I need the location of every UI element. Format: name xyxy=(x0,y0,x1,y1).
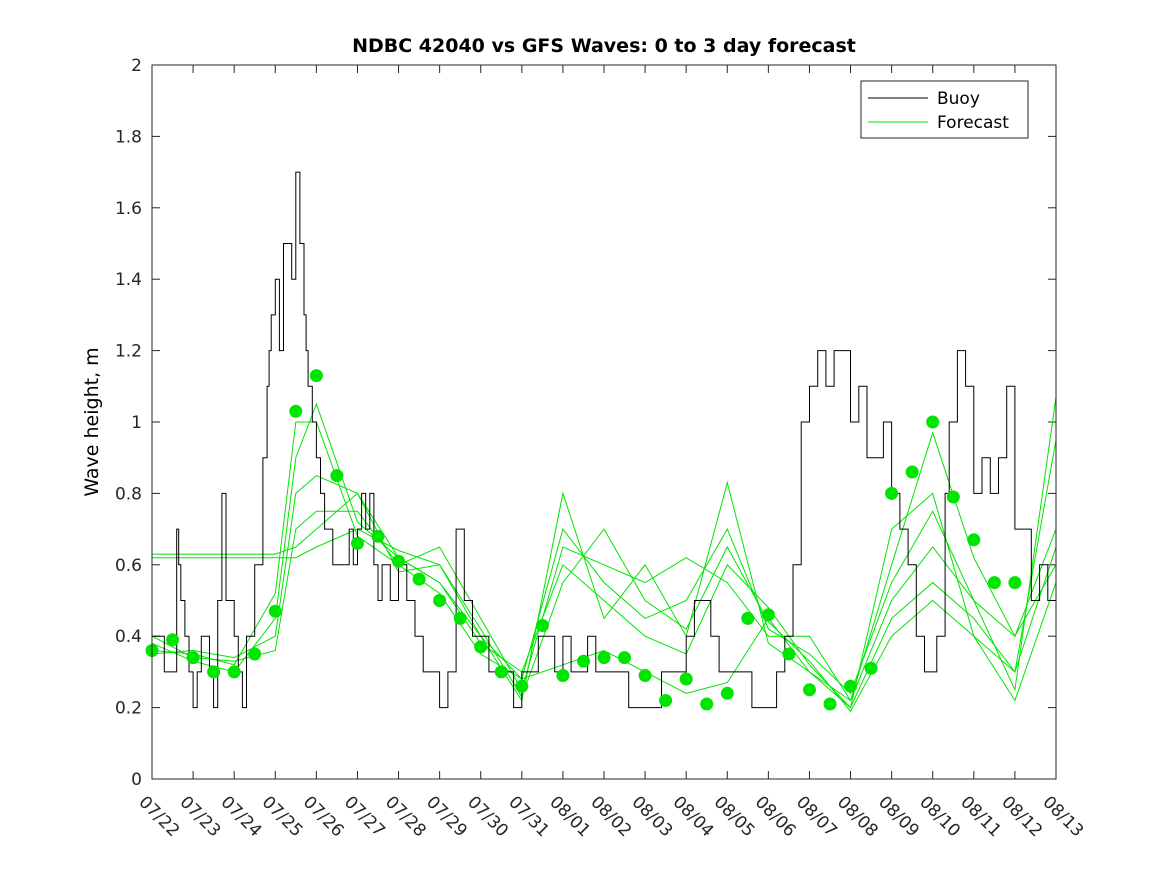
forecast-marker xyxy=(186,651,200,665)
y-tick-label: 1.6 xyxy=(115,199,142,219)
forecast-markers xyxy=(145,369,1022,711)
forecast-marker xyxy=(761,608,775,622)
x-tick-label: 08/01 xyxy=(545,792,594,841)
forecast-marker xyxy=(309,369,323,383)
forecast-marker xyxy=(351,536,364,550)
forecast-marker xyxy=(227,665,241,679)
x-tick-labels: 07/2207/2307/2407/2507/2607/2707/2807/29… xyxy=(134,792,1087,841)
legend-forecast-label: Forecast xyxy=(937,113,1009,133)
axis-ticks xyxy=(151,64,1057,780)
x-tick-label: 07/25 xyxy=(258,792,307,841)
legend: Buoy Forecast xyxy=(860,80,1029,139)
legend-box xyxy=(860,80,1029,139)
forecast-marker xyxy=(659,694,673,707)
forecast-marker xyxy=(577,654,590,668)
forecast-marker xyxy=(597,651,611,665)
forecast-marker xyxy=(535,619,549,632)
x-tick-label: 07/22 xyxy=(134,792,183,841)
buoy-line xyxy=(152,171,1057,709)
forecast-marker xyxy=(967,533,981,547)
y-axis-label: Wave height, m xyxy=(81,347,103,496)
y-tick-label: 1.4 xyxy=(115,270,142,290)
forecast-marker xyxy=(433,594,447,607)
forecast-marker xyxy=(330,469,344,483)
forecast-marker xyxy=(782,647,796,661)
x-tick-label: 08/09 xyxy=(874,792,923,841)
forecast-line-2 xyxy=(151,402,1057,709)
forecast-marker xyxy=(864,661,878,675)
y-tick-label: 1 xyxy=(131,413,142,433)
y-tick-label: 0.2 xyxy=(115,699,142,719)
x-tick-label: 07/26 xyxy=(299,792,348,841)
forecast-marker xyxy=(412,572,426,586)
x-tick-label: 07/23 xyxy=(176,792,225,841)
forecast-marker xyxy=(268,604,282,618)
forecast-marker xyxy=(700,697,714,711)
forecast-marker xyxy=(453,611,467,625)
forecast-marker xyxy=(371,529,385,543)
forecast-marker xyxy=(844,679,857,693)
forecast-marker xyxy=(720,686,734,700)
forecast-marker xyxy=(618,651,631,665)
x-tick-label: 08/11 xyxy=(956,792,1005,841)
x-tick-label: 08/10 xyxy=(915,792,964,841)
x-tick-label: 07/31 xyxy=(504,792,553,841)
x-tick-label: 07/30 xyxy=(463,792,512,841)
x-tick-label: 08/03 xyxy=(628,792,677,841)
forecast-marker xyxy=(207,665,221,679)
forecast-marker xyxy=(905,465,919,479)
y-tick-label: 1.2 xyxy=(115,342,142,362)
forecast-marker xyxy=(638,669,652,682)
x-tick-label: 07/27 xyxy=(340,792,389,841)
x-tick-label: 08/02 xyxy=(586,792,635,841)
forecast-marker xyxy=(248,647,262,661)
x-tick-label: 08/06 xyxy=(751,792,800,841)
forecast-marker xyxy=(289,404,303,418)
y-tick-label: 2 xyxy=(131,56,142,76)
y-tick-label: 0.8 xyxy=(115,484,142,504)
forecast-marker xyxy=(392,554,405,568)
y-tick-label: 0.6 xyxy=(115,556,142,576)
x-tick-label: 07/28 xyxy=(381,792,430,841)
legend-buoy-label: Buoy xyxy=(937,89,980,109)
forecast-marker xyxy=(679,672,693,686)
x-tick-label: 08/12 xyxy=(997,792,1046,841)
y-tick-label: 0.4 xyxy=(115,627,142,647)
y-tick-labels: 0 0.2 0.4 0.6 0.8 1 1.2 1.4 1.6 1.8 2 xyxy=(115,56,142,790)
forecast-marker xyxy=(166,633,179,647)
x-tick-label: 08/08 xyxy=(833,792,882,841)
buoy-series-line xyxy=(152,171,1057,709)
forecast-marker xyxy=(946,490,960,504)
x-tick-label: 08/07 xyxy=(792,792,841,841)
x-tick-label: 08/04 xyxy=(669,792,718,841)
forecast-marker xyxy=(1008,576,1022,590)
forecast-marker xyxy=(823,697,837,711)
forecast-marker xyxy=(987,576,1001,590)
chart-title: NDBC 42040 vs GFS Waves: 0 to 3 day fore… xyxy=(352,35,856,57)
forecast-marker xyxy=(515,679,529,693)
x-tick-label: 07/29 xyxy=(422,792,471,841)
x-tick-label: 08/05 xyxy=(710,792,759,841)
forecast-marker xyxy=(474,640,488,654)
y-tick-label: 1.8 xyxy=(115,127,142,147)
plot-frame xyxy=(151,64,1057,780)
forecast-marker xyxy=(556,669,570,682)
y-tick-label: 0 xyxy=(131,770,142,790)
forecast-marker xyxy=(885,486,899,500)
forecast-marker xyxy=(926,415,940,429)
forecast-marker xyxy=(494,665,508,679)
forecast-marker xyxy=(741,611,755,625)
x-tick-label: 07/24 xyxy=(217,792,266,841)
x-tick-label: 08/13 xyxy=(1038,792,1087,841)
forecast-line-6 xyxy=(152,528,1057,713)
forecast-marker xyxy=(803,683,816,697)
